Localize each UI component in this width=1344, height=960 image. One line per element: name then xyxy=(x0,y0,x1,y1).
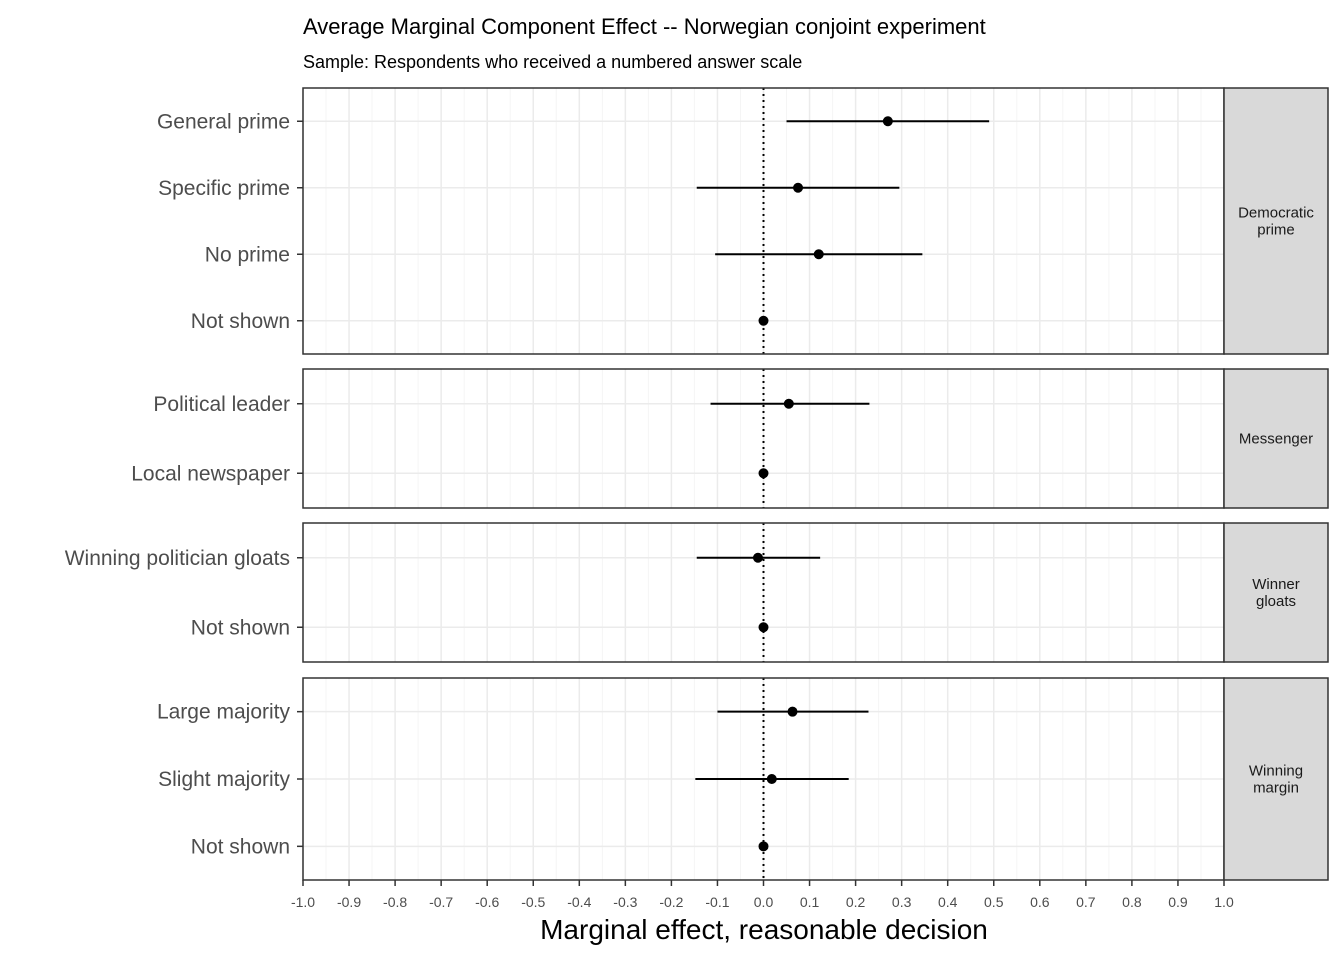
category-label: Slight majority xyxy=(158,768,290,791)
estimate-point xyxy=(787,706,798,717)
estimate-point xyxy=(793,182,804,193)
estimate-point xyxy=(766,774,777,784)
category-label: General prime xyxy=(157,110,290,133)
category-label: No prime xyxy=(205,243,290,266)
facet-strip-label-line: margin xyxy=(1253,780,1299,797)
category-label: Not shown xyxy=(191,310,290,333)
estimate-point xyxy=(758,315,769,326)
x-tick-label: -0.2 xyxy=(659,894,683,910)
x-tick-label: 0.9 xyxy=(1168,894,1188,910)
facet-strip-label: Winning margin xyxy=(1249,763,1303,797)
category-label: Political leader xyxy=(153,393,290,416)
x-tick-label: 0.6 xyxy=(1030,894,1050,910)
x-tick-label: 0.3 xyxy=(892,894,912,910)
category-label: Large majority xyxy=(157,701,291,724)
category-label: Winning politician gloats xyxy=(65,547,290,570)
chart-title: Average Marginal Component Effect -- Nor… xyxy=(303,14,986,39)
estimate-point xyxy=(758,468,769,479)
x-tick-label: -0.3 xyxy=(613,894,637,910)
x-tick-label: 0.7 xyxy=(1076,894,1096,910)
facet-strip xyxy=(1223,368,1329,509)
facet-strip xyxy=(1223,677,1329,881)
x-tick-label: -0.5 xyxy=(521,894,545,910)
facet-strip-label-line: Democratic xyxy=(1238,205,1314,222)
x-tick-label: 0.1 xyxy=(800,894,820,910)
x-tick-label: -0.9 xyxy=(337,894,361,910)
x-tick-label: -0.1 xyxy=(705,894,729,910)
category-label: Not shown xyxy=(191,616,290,639)
panel: Winning politician gloats Not shown Winner… xyxy=(65,522,1329,663)
facet-strip-label-line: Winning xyxy=(1249,763,1303,780)
facet-strip-label-line: Messenger xyxy=(1239,431,1313,448)
facet-strip-label-line: gloats xyxy=(1256,593,1296,610)
x-tick-label: 0.2 xyxy=(846,894,866,910)
x-tick-label: -0.7 xyxy=(429,894,453,910)
facet-strip xyxy=(1223,522,1329,663)
panel: General prime Specific prime No prime Not s… xyxy=(157,87,1329,355)
estimate-point xyxy=(783,398,794,409)
chart-subtitle: Sample: Respondents who received a numbe… xyxy=(303,52,802,72)
x-tick-label: -0.4 xyxy=(567,894,591,910)
category-label: Not shown xyxy=(191,835,290,858)
facet-strip xyxy=(1223,87,1329,355)
x-tick-label: 0.5 xyxy=(984,894,1004,910)
facet-strip-label-line: prime xyxy=(1257,222,1295,239)
x-axis-title: Marginal effect, reasonable decision xyxy=(540,914,988,945)
panels: General prime Specific prime No prime Not s… xyxy=(65,87,1329,881)
x-axis: -1.0 -0.9 -0.8 -0.7 -0.6 -0.5 -0.4 -0.3 -0.2 -0.1… xyxy=(291,880,1234,910)
facet-strip-label: Democratic prime xyxy=(1238,205,1314,239)
facet-strip-label: Winner gloats xyxy=(1252,576,1300,610)
x-tick-label: 0.8 xyxy=(1122,894,1142,910)
x-tick-label: 0.0 xyxy=(754,894,774,910)
panel: Large majority Slight majority Not shown Wi… xyxy=(157,677,1329,881)
estimate-point xyxy=(882,116,893,127)
panel: Political leader Local newspaper Messenger xyxy=(131,368,1329,509)
x-tick-label: 0.4 xyxy=(938,894,958,910)
x-tick-label: -0.6 xyxy=(475,894,499,910)
estimate-point xyxy=(752,552,763,563)
estimate-point xyxy=(758,622,769,633)
x-tick-label: -0.8 xyxy=(383,894,407,910)
estimate-point xyxy=(758,841,769,852)
category-label: Specific prime xyxy=(158,177,290,200)
category-label: Local newspaper xyxy=(131,462,290,485)
estimate-point xyxy=(813,249,824,260)
x-tick-label: -1.0 xyxy=(291,894,315,910)
facet-strip-label-line: Winner xyxy=(1252,576,1300,593)
facet-strip-label: Messenger xyxy=(1239,431,1313,448)
x-tick-label: 1.0 xyxy=(1214,894,1234,910)
